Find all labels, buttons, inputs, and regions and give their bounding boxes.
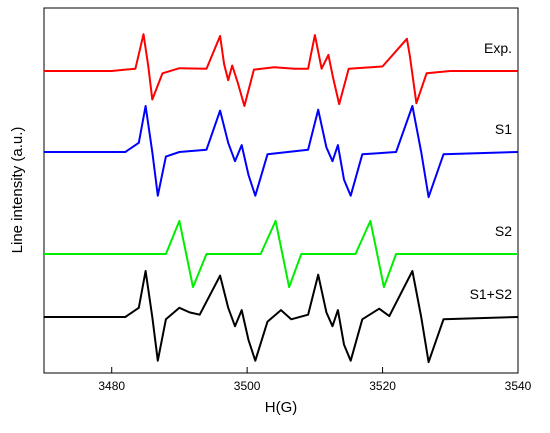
x-axis-title: H(G): [265, 399, 298, 416]
series-line-exp: [44, 33, 518, 107]
series-line-s1: [44, 105, 519, 199]
series-label: S1+S2: [470, 286, 513, 302]
series-label: S1: [495, 121, 512, 137]
x-tick-label: 3540: [505, 379, 532, 393]
series-label: S2: [495, 223, 512, 239]
x-tick-label: 3480: [98, 379, 125, 393]
plot-frame: [43, 7, 519, 374]
series-line-s2: [44, 219, 518, 289]
x-tick-label: 3520: [369, 379, 396, 393]
series-layer: Exp. S1 S2 S1+S2: [44, 33, 519, 364]
x-tick-label: 3500: [234, 379, 261, 393]
series-line-s1s2: [44, 270, 519, 364]
x-axis-ticks: 3480 3500 3520 3540: [98, 367, 532, 393]
series-label: Exp.: [484, 40, 512, 56]
y-axis-title: Line intensity (a.u.): [9, 127, 26, 254]
